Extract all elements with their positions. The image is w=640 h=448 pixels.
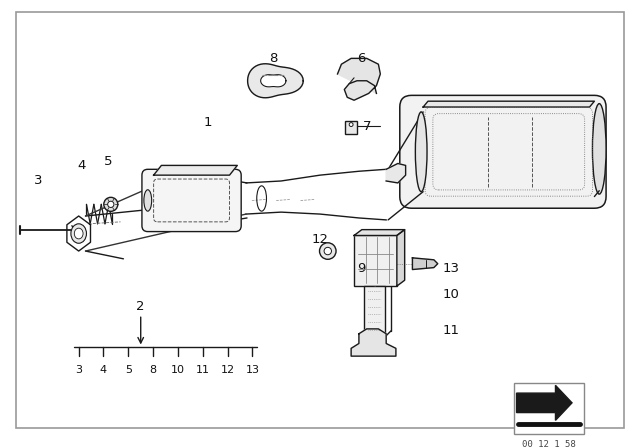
Text: 11: 11 [443, 324, 460, 337]
Polygon shape [351, 329, 396, 356]
FancyBboxPatch shape [364, 286, 385, 336]
Text: 5: 5 [104, 155, 112, 168]
Ellipse shape [415, 112, 427, 192]
Text: 10: 10 [171, 365, 185, 375]
Text: 9: 9 [356, 262, 365, 275]
FancyBboxPatch shape [400, 95, 606, 208]
Circle shape [104, 197, 118, 211]
FancyBboxPatch shape [142, 169, 241, 232]
Text: 13: 13 [443, 262, 460, 275]
FancyBboxPatch shape [354, 236, 397, 286]
Ellipse shape [74, 228, 83, 239]
Polygon shape [412, 258, 438, 270]
Circle shape [108, 201, 114, 207]
Text: 2: 2 [136, 300, 145, 313]
Polygon shape [397, 230, 404, 286]
Circle shape [324, 247, 332, 255]
Ellipse shape [71, 224, 86, 243]
Bar [346, 121, 357, 134]
Polygon shape [337, 58, 380, 100]
Circle shape [319, 243, 336, 259]
Polygon shape [423, 101, 595, 107]
Text: 6: 6 [356, 52, 365, 65]
Polygon shape [354, 230, 404, 236]
Polygon shape [260, 75, 286, 87]
Text: 8: 8 [269, 52, 278, 65]
Polygon shape [154, 165, 237, 175]
Text: 5: 5 [125, 365, 132, 375]
Ellipse shape [144, 190, 152, 211]
Circle shape [349, 123, 353, 126]
Text: 11: 11 [196, 365, 210, 375]
Text: 3: 3 [75, 365, 82, 375]
Text: 13: 13 [245, 365, 259, 375]
Text: 3: 3 [33, 174, 42, 187]
Text: 00 12 1 58: 00 12 1 58 [522, 440, 575, 448]
Text: 7: 7 [362, 120, 371, 133]
Text: 4: 4 [77, 159, 86, 172]
Polygon shape [516, 385, 572, 420]
Polygon shape [386, 164, 406, 183]
Text: 12: 12 [221, 365, 235, 375]
Bar [514, 383, 584, 434]
Polygon shape [248, 64, 303, 98]
Text: 4: 4 [100, 365, 107, 375]
Text: 12: 12 [312, 233, 328, 246]
Text: 8: 8 [150, 365, 157, 375]
Ellipse shape [593, 103, 606, 194]
Text: 1: 1 [204, 116, 212, 129]
Text: 10: 10 [443, 289, 460, 302]
